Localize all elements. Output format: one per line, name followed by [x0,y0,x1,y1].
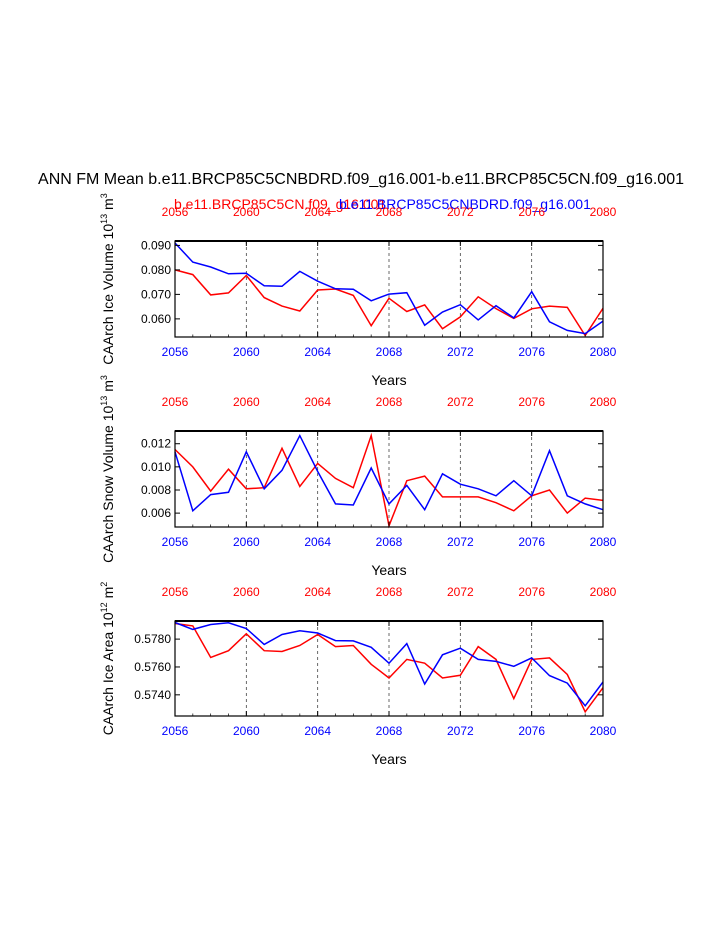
x-tick-label-top: 2056 [162,585,189,599]
y-tick-label: 0.080 [141,263,171,277]
x-tick-label-top: 2064 [304,395,331,409]
x-tick-label-top: 2080 [590,395,617,409]
x-tick-label: 2072 [447,724,474,738]
series-line-red [174,269,604,337]
x-tick-label: 2072 [447,345,474,359]
main-title: ANN FM Mean b.e11.BRCP85C5CNBDRD.f09_g16… [38,171,684,188]
x-axis-title: Years [371,751,406,767]
x-tick-label-top: 2076 [518,585,545,599]
series-line-blue [174,621,604,708]
chart-panel-3: 2056 2056 2060 2060 2064 2064 2068 2068 2072 2072… [99,582,617,767]
x-tick-label: 2056 [162,535,189,549]
series-line-blue [174,433,604,513]
x-tick-label-top: 2080 [590,205,617,219]
x-tick-label: 2056 [162,345,189,359]
x-tick-label-top: 2072 [447,205,474,219]
x-tick-label-top: 2080 [590,585,617,599]
x-tick-label: 2076 [518,535,545,549]
x-axis-title: Years [371,372,406,388]
x-tick-label-top: 2056 [162,205,189,219]
y-tick-label: 0.5760 [134,660,171,674]
y-tick-label: 0.090 [141,238,171,252]
y-tick-label: 0.060 [141,312,171,326]
x-tick-label-top: 2072 [447,395,474,409]
x-tick-label-top: 2060 [233,205,260,219]
y-tick-label: 0.006 [141,506,171,520]
x-tick-label-top: 2060 [233,585,260,599]
y-tick-label: 0.5780 [134,632,171,646]
x-tick-label: 2076 [518,724,545,738]
x-tick-label: 2076 [518,345,545,359]
y-tick-label: 0.070 [141,287,171,301]
x-tick-label: 2060 [233,724,260,738]
x-tick-label: 2064 [304,724,331,738]
y-tick-label: 0.008 [141,483,171,497]
x-tick-label: 2080 [590,535,617,549]
x-tick-label: 2068 [376,724,403,738]
legend-blue-label: b.e11.BRCP85C5CNBDRD.f09_g16.001 [339,196,591,212]
x-tick-label-top: 2064 [304,205,331,219]
y-tick-label: 0.010 [141,460,171,474]
x-tick-label: 2068 [376,535,403,549]
x-tick-label-top: 2060 [233,395,260,409]
x-tick-label: 2060 [233,345,260,359]
chart-panel-2: 2056 2056 2060 2060 2064 2064 2068 2068 2072 2072… [99,375,617,578]
y-axis-title: CAArch Snow Volume 1013 m3 [99,375,116,563]
y-tick-label: 0.012 [141,437,171,451]
x-tick-label: 2080 [590,724,617,738]
x-tick-label-top: 2072 [447,585,474,599]
x-tick-label: 2060 [233,535,260,549]
x-tick-label: 2064 [304,535,331,549]
x-tick-label: 2080 [590,345,617,359]
x-tick-label: 2064 [304,345,331,359]
x-tick-label-top: 2068 [376,205,403,219]
y-axis-title: CAArch Ice Volume 1013 m3 [99,193,116,364]
x-axis-title: Years [371,562,406,578]
x-tick-label: 2072 [447,535,474,549]
legend-red-label: b.e11.BRCP85C5CN.f09_g16.001 [174,196,386,212]
x-tick-label-top: 2068 [376,395,403,409]
y-axis-title: CAArch Ice Area 1012 m2 [99,582,116,736]
x-tick-label-top: 2056 [162,395,189,409]
x-tick-label: 2068 [376,345,403,359]
chart-panel-1: 2056 2056 2060 2060 2064 2064 2068 2068 2072 2072… [99,193,617,388]
x-tick-label-top: 2076 [518,205,545,219]
x-tick-label-top: 2064 [304,585,331,599]
x-tick-label-top: 2068 [376,585,403,599]
series-line-red [174,622,604,714]
series-line-blue [174,242,604,335]
y-tick-label: 0.5740 [134,688,171,702]
x-tick-label: 2056 [162,724,189,738]
x-tick-label-top: 2076 [518,395,545,409]
